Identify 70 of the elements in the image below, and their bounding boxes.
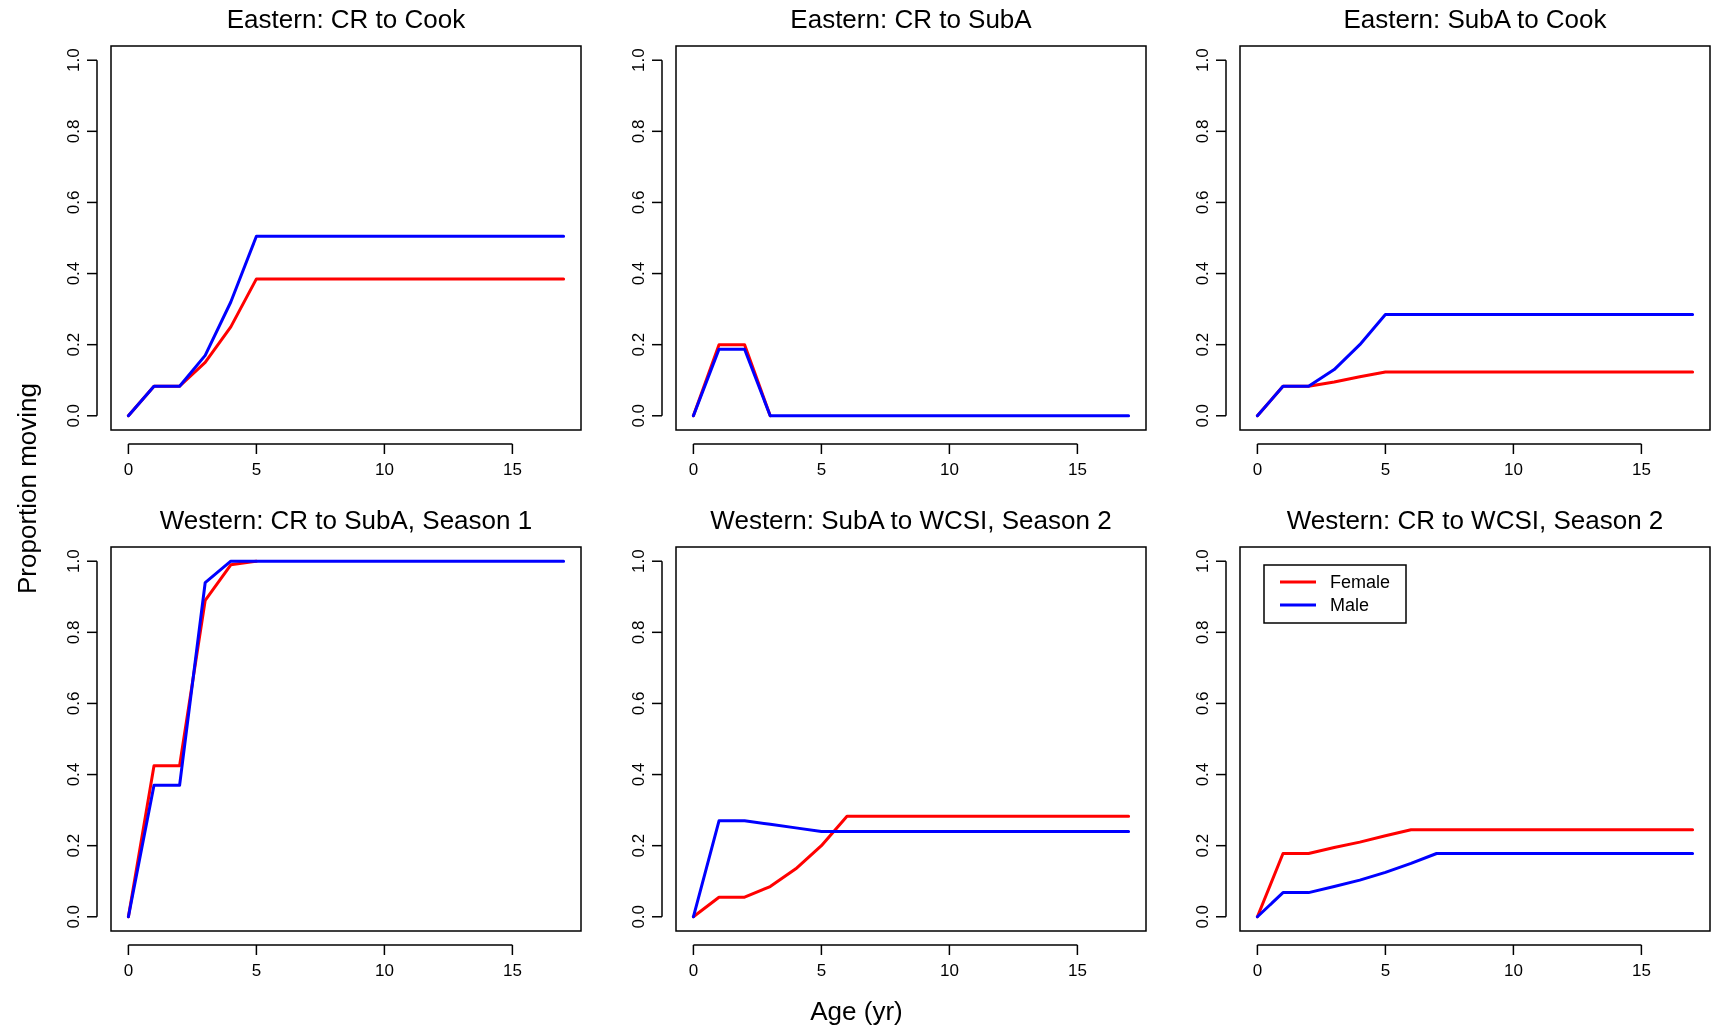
y-tick-label: 0.0	[64, 904, 83, 929]
x-tick-label: 5	[1380, 460, 1391, 479]
chart-title: Eastern: CR to Cook	[226, 4, 467, 34]
x-tick-label: 0	[1252, 460, 1263, 479]
y-tick-label: 0.0	[64, 403, 83, 428]
y-tick-label: 0.8	[64, 119, 83, 144]
y-tick-label: 0.8	[1193, 620, 1212, 645]
y-axis-title: Proportion moving	[12, 383, 42, 594]
y-tick-label: 0.8	[629, 119, 648, 144]
chart-title: Eastern: SubA to Cook	[1343, 4, 1608, 34]
x-tick-label: 0	[1252, 961, 1263, 980]
x-tick-label: 15	[502, 460, 522, 479]
x-tick-label: 15	[502, 961, 522, 980]
y-tick-label: 0.4	[629, 261, 648, 286]
legend-label: Female	[1330, 572, 1391, 593]
y-tick-label: 0.0	[1193, 403, 1212, 428]
y-tick-label: 0.8	[629, 620, 648, 645]
y-tick-label: 0.8	[1193, 119, 1212, 144]
legend-label: Male	[1330, 595, 1370, 616]
x-tick-label: 10	[1503, 460, 1523, 479]
x-tick-label: 15	[1067, 961, 1087, 980]
y-tick-label: 0.2	[1193, 332, 1212, 357]
y-tick-label: 0.6	[629, 190, 648, 215]
y-tick-label: 0.6	[64, 691, 83, 716]
y-tick-label: 1.0	[64, 48, 83, 73]
chart-title: Western: CR to WCSI, Season 2	[1286, 505, 1664, 535]
y-tick-label: 0.0	[629, 904, 648, 929]
y-tick-label: 0.2	[629, 833, 648, 858]
x-axis-title: Age (yr)	[810, 996, 903, 1026]
x-tick-label: 10	[1503, 961, 1523, 980]
x-tick-label: 5	[816, 961, 827, 980]
x-tick-label: 15	[1067, 460, 1087, 479]
y-tick-label: 1.0	[1193, 549, 1212, 574]
chart-title: Eastern: CR to SubA	[790, 4, 1033, 34]
y-tick-label: 0.6	[64, 190, 83, 215]
x-tick-label: 0	[123, 961, 134, 980]
y-tick-label: 1.0	[629, 549, 648, 574]
x-tick-label: 5	[251, 961, 262, 980]
x-tick-label: 10	[939, 460, 959, 479]
y-tick-label: 0.8	[64, 620, 83, 645]
x-tick-label: 10	[939, 961, 959, 980]
x-tick-label: 0	[123, 460, 134, 479]
x-tick-label: 0	[688, 460, 699, 479]
y-tick-label: 0.2	[629, 332, 648, 357]
y-tick-label: 0.4	[64, 261, 83, 286]
x-tick-label: 5	[1380, 961, 1391, 980]
y-tick-label: 0.4	[1193, 261, 1212, 286]
y-tick-label: 0.2	[64, 332, 83, 357]
y-tick-label: 1.0	[1193, 48, 1212, 73]
x-tick-label: 5	[816, 460, 827, 479]
x-tick-label: 15	[1631, 460, 1651, 479]
x-tick-label: 15	[1631, 961, 1651, 980]
y-tick-label: 0.4	[64, 762, 83, 787]
y-tick-label: 0.6	[1193, 190, 1212, 215]
y-tick-label: 0.0	[629, 403, 648, 428]
x-tick-label: 10	[374, 961, 394, 980]
y-tick-label: 0.0	[1193, 904, 1212, 929]
chart-title: Western: SubA to WCSI, Season 2	[710, 505, 1112, 535]
y-tick-label: 1.0	[64, 549, 83, 574]
y-tick-label: 0.2	[1193, 833, 1212, 858]
y-tick-label: 0.4	[1193, 762, 1212, 787]
y-tick-label: 0.2	[64, 833, 83, 858]
x-tick-label: 0	[688, 961, 699, 980]
y-tick-label: 0.6	[629, 691, 648, 716]
y-tick-label: 1.0	[629, 48, 648, 73]
y-tick-label: 0.6	[1193, 691, 1212, 716]
chart-title: Western: CR to SubA, Season 1	[159, 505, 533, 535]
y-tick-label: 0.4	[629, 762, 648, 787]
x-tick-label: 10	[374, 460, 394, 479]
x-tick-label: 5	[251, 460, 262, 479]
